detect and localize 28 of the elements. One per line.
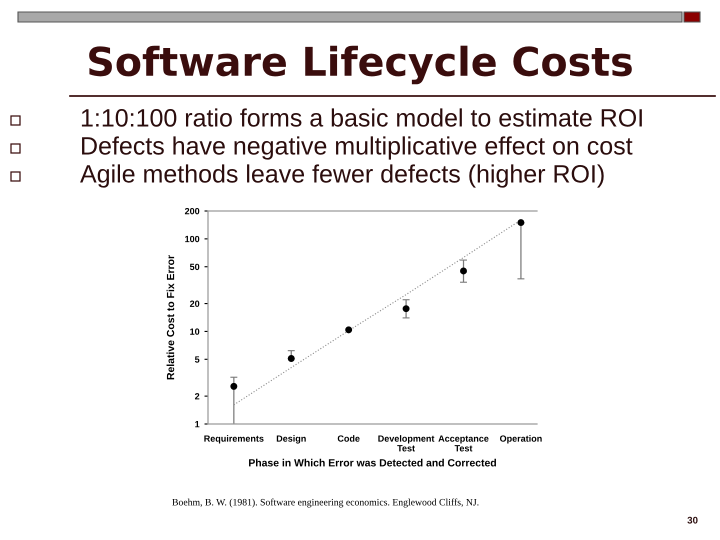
text: Defects have negative multiplicative effect on cost	[82, 136, 632, 160]
text: 30	[687, 516, 698, 524]
text: 1:10:100 ratio forms a basic model to estimate ROI	[82, 108, 642, 127]
text: Agile methods leave fewer defects (higher ROI)	[80, 164, 604, 188]
x-axis-title: Phase in Which Error was Detected and Corrected	[249, 458, 496, 466]
point	[460, 267, 467, 274]
y-tick-label: 10	[190, 328, 200, 335]
y-tick-label: 100	[185, 236, 200, 242]
x-tick-label: Design	[276, 435, 306, 444]
y-tick-label: 5	[194, 356, 200, 363]
x-tick-label: Requirements	[204, 435, 264, 444]
point	[402, 305, 410, 312]
y-tick-label: 1	[195, 421, 200, 428]
x-tick-label: Code	[338, 435, 360, 442]
y-tick-label: 2	[194, 393, 200, 400]
point	[517, 219, 524, 226]
y-tick-label: 50	[190, 264, 200, 270]
y-axis-title: Relative Cost to Fix Error	[166, 255, 174, 380]
point	[230, 382, 238, 390]
y-tick-label: 20	[190, 300, 200, 307]
chart-title: Software Lifecycle Costs	[89, 46, 632, 84]
x-tick-label: Operation	[500, 435, 542, 444]
x-tick-label: Acceptance Test	[438, 435, 489, 452]
x-tick-label: Development Test	[378, 435, 434, 452]
text: Boehm, B. W. (1981). Software engineering economics. Englewood Cliffs, NJ.	[172, 498, 478, 508]
y-tick-label: 200	[184, 208, 200, 214]
point	[288, 355, 295, 362]
point	[345, 326, 352, 334]
